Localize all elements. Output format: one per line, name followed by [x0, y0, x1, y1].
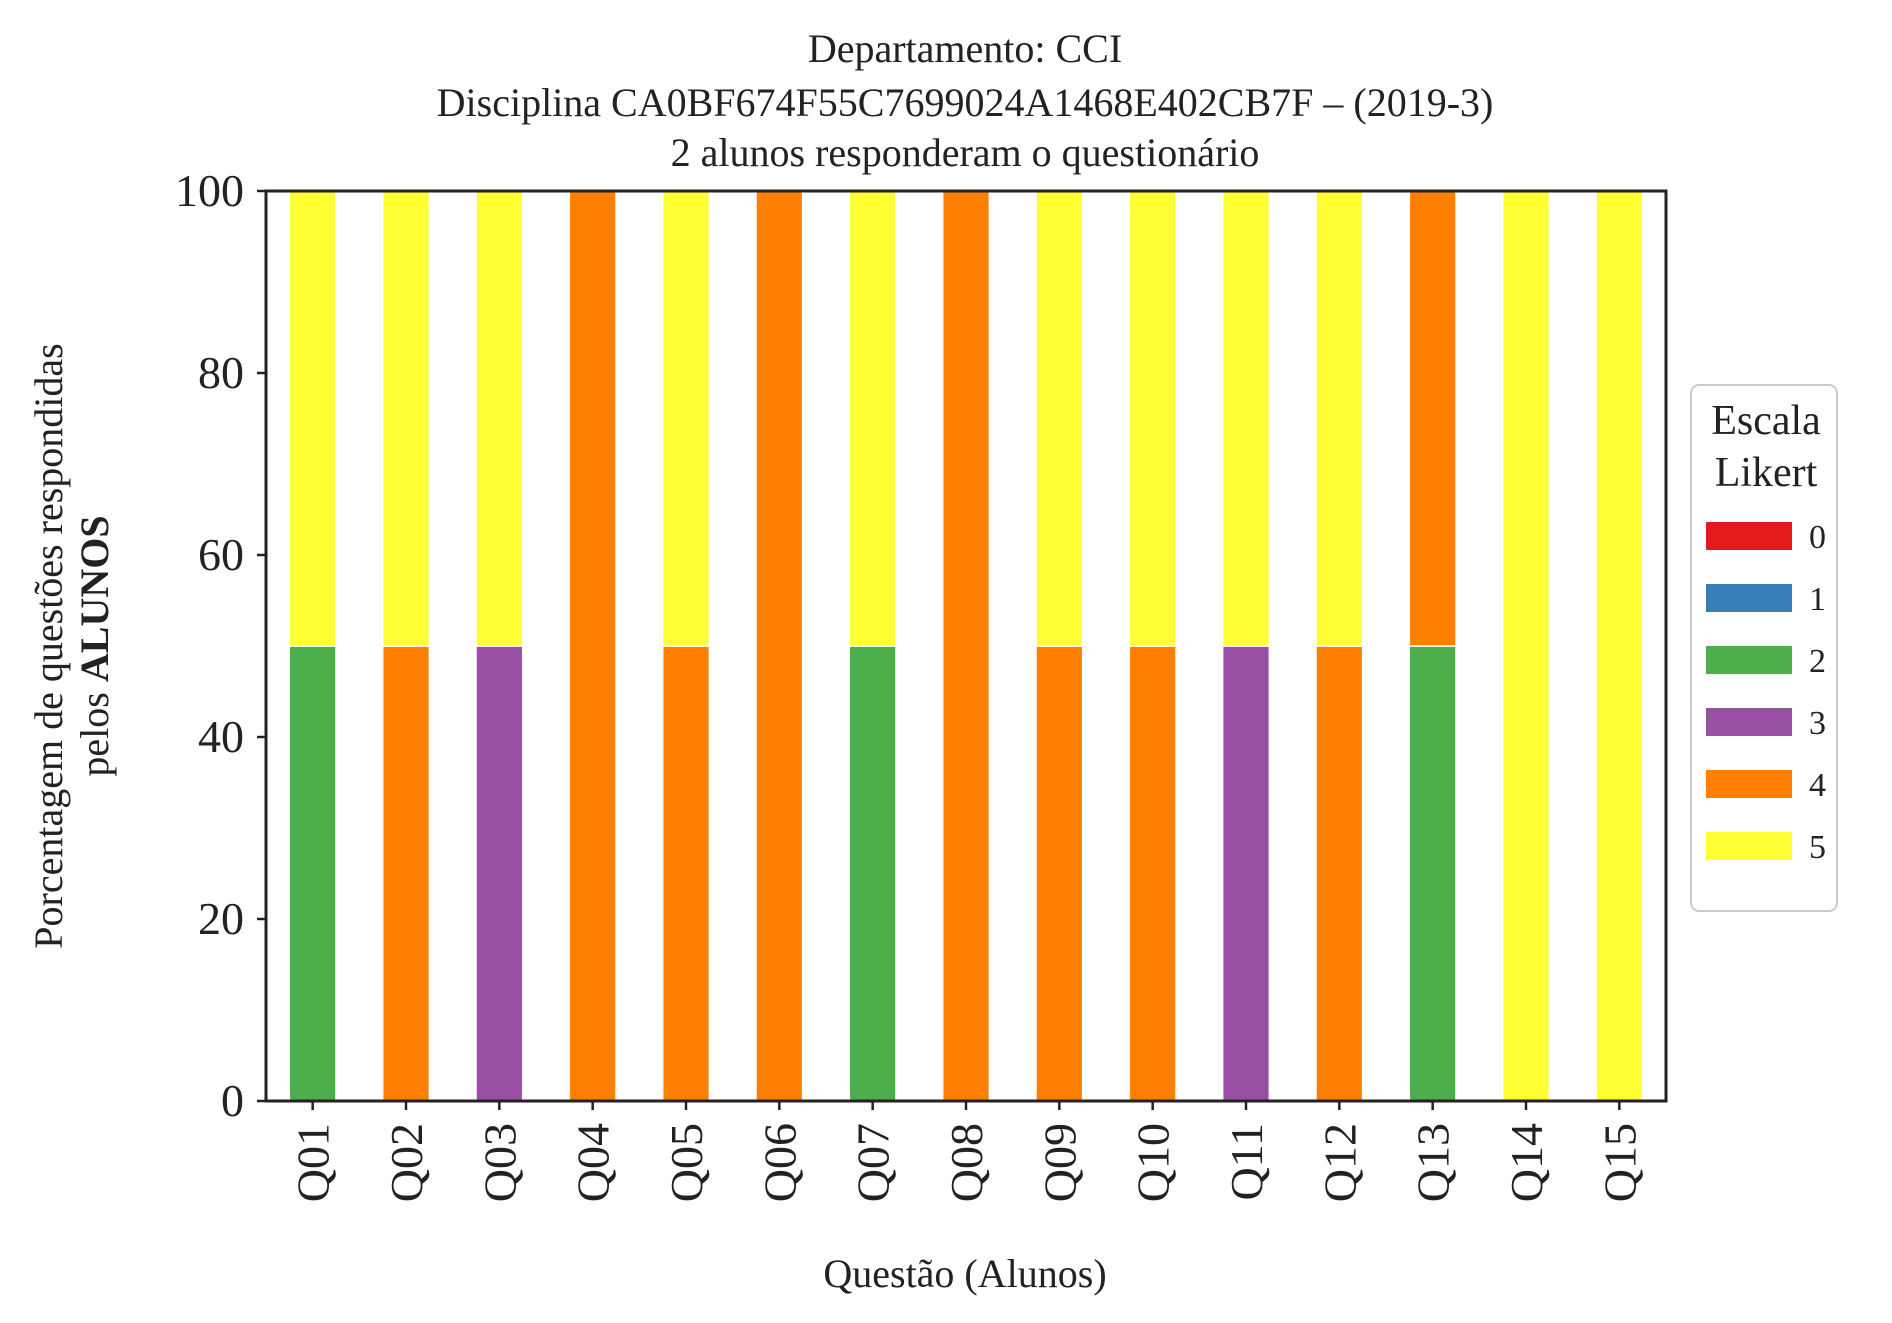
legend-label-2: 2	[1809, 643, 1826, 680]
bar-Q02-likert-4	[381, 645, 431, 1102]
bar-Q12-likert-4	[1315, 645, 1364, 1102]
bar-Q03-likert-5	[475, 190, 524, 647]
bar-Q07-likert-2	[848, 645, 897, 1102]
y-tick-label: 40	[198, 711, 244, 762]
y-axis-label: Porcentagem de questões respondidas pelo…	[26, 343, 117, 948]
legend-title-line-1: Escala	[1711, 398, 1821, 444]
legend-swatch-3	[1706, 708, 1792, 736]
x-tick-label-Q09: Q09	[1034, 1123, 1085, 1202]
legend-swatch-2	[1706, 646, 1792, 674]
bar-Q06-likert-4	[755, 190, 804, 1102]
legend-label-1: 1	[1809, 581, 1826, 618]
x-tick-label-Q15: Q15	[1594, 1123, 1645, 1202]
bar-Q04-likert-4	[568, 190, 617, 1102]
bar-Q07-likert-5	[848, 190, 897, 647]
x-tick-label-Q12: Q12	[1314, 1123, 1365, 1202]
bar-Q01-likert-5	[288, 190, 337, 647]
y-tick-label: 20	[198, 893, 244, 944]
x-tick-label-Q08: Q08	[941, 1123, 992, 1202]
bar-Q13-likert-4	[1408, 190, 1457, 647]
y-axis-label-line-2: pelos ALUNOS	[72, 515, 117, 776]
y-axis-ticks: 0 20 40 60 80 100	[175, 165, 266, 1126]
y-axis-label-prefix: pelos	[72, 682, 117, 776]
y-tick-label: 80	[198, 347, 244, 398]
legend-swatch-0	[1706, 522, 1792, 550]
bar-Q12-likert-5	[1315, 190, 1364, 647]
bar-Q02-likert-5	[381, 190, 431, 647]
bar-Q11-likert-5	[1221, 190, 1271, 647]
bar-Q11-likert-3	[1221, 645, 1271, 1102]
bar-Q10-likert-5	[1128, 190, 1177, 647]
x-tick-label-Q10: Q10	[1128, 1123, 1179, 1202]
legend-swatch-4	[1706, 770, 1792, 798]
x-tick-label-Q06: Q06	[754, 1123, 805, 1202]
x-tick-label-Q04: Q04	[568, 1123, 619, 1202]
bar-Q05-likert-4	[661, 645, 711, 1102]
chart-title: Departamento: CCI Disciplina CA0BF674F55…	[437, 26, 1494, 175]
x-axis-label: Questão (Alunos)	[823, 1251, 1106, 1296]
y-axis-label-line-1: Porcentagem de questões respondidas	[26, 343, 71, 948]
legend-label-0: 0	[1809, 519, 1826, 556]
x-tick-label-Q02: Q02	[381, 1123, 432, 1202]
bar-Q08-likert-4	[941, 190, 991, 1102]
bar-Q15-likert-5	[1595, 190, 1644, 1102]
y-tick-label: 0	[221, 1075, 244, 1126]
legend-label-3: 3	[1809, 705, 1826, 742]
bar-Q01-likert-2	[288, 645, 337, 1102]
chart-title-line-1: Departamento: CCI	[808, 26, 1122, 71]
bar-Q10-likert-4	[1128, 645, 1177, 1102]
bar-Q03-likert-3	[475, 645, 524, 1102]
legend-swatch-1	[1706, 584, 1792, 612]
chart-title-line-3: 2 alunos responderam o questionário	[671, 130, 1260, 175]
legend-items: 0 1 2 3 4 5	[1706, 519, 1826, 866]
bar-Q13-likert-2	[1408, 645, 1457, 1102]
x-tick-label-Q07: Q07	[848, 1123, 899, 1202]
legend-label-4: 4	[1809, 767, 1826, 804]
chart-title-line-2: Disciplina CA0BF674F55C7699024A1468E402C…	[437, 80, 1494, 125]
legend-label-5: 5	[1809, 829, 1826, 866]
y-tick-label: 100	[175, 165, 244, 216]
legend-title-line-2: Likert	[1715, 450, 1818, 496]
legend: Escala Likert 0 1 2 3 4 5	[1690, 384, 1838, 912]
bar-Q14-likert-5	[1501, 190, 1551, 1102]
bar-Q05-likert-5	[661, 190, 711, 647]
x-tick-label-Q03: Q03	[474, 1123, 525, 1202]
x-tick-label-Q14: Q14	[1501, 1123, 1552, 1202]
y-tick-label: 60	[198, 529, 244, 580]
x-tick-label-Q05: Q05	[661, 1123, 712, 1202]
bar-Q09-likert-5	[1035, 190, 1084, 647]
bars-layer	[288, 190, 1644, 1102]
y-axis-label-bold: ALUNOS	[72, 515, 117, 682]
legend-swatch-5	[1706, 832, 1792, 860]
x-tick-label-Q01: Q01	[288, 1123, 339, 1202]
x-tick-label-Q13: Q13	[1408, 1123, 1459, 1202]
x-tick-label-Q11: Q11	[1221, 1123, 1272, 1201]
bar-Q09-likert-4	[1035, 645, 1084, 1102]
x-axis-ticks: Q01 Q02 Q03 Q04 Q05 Q06 Q07 Q08 Q09 Q10 Q11 Q12 Q13 Q…	[288, 1101, 1645, 1202]
